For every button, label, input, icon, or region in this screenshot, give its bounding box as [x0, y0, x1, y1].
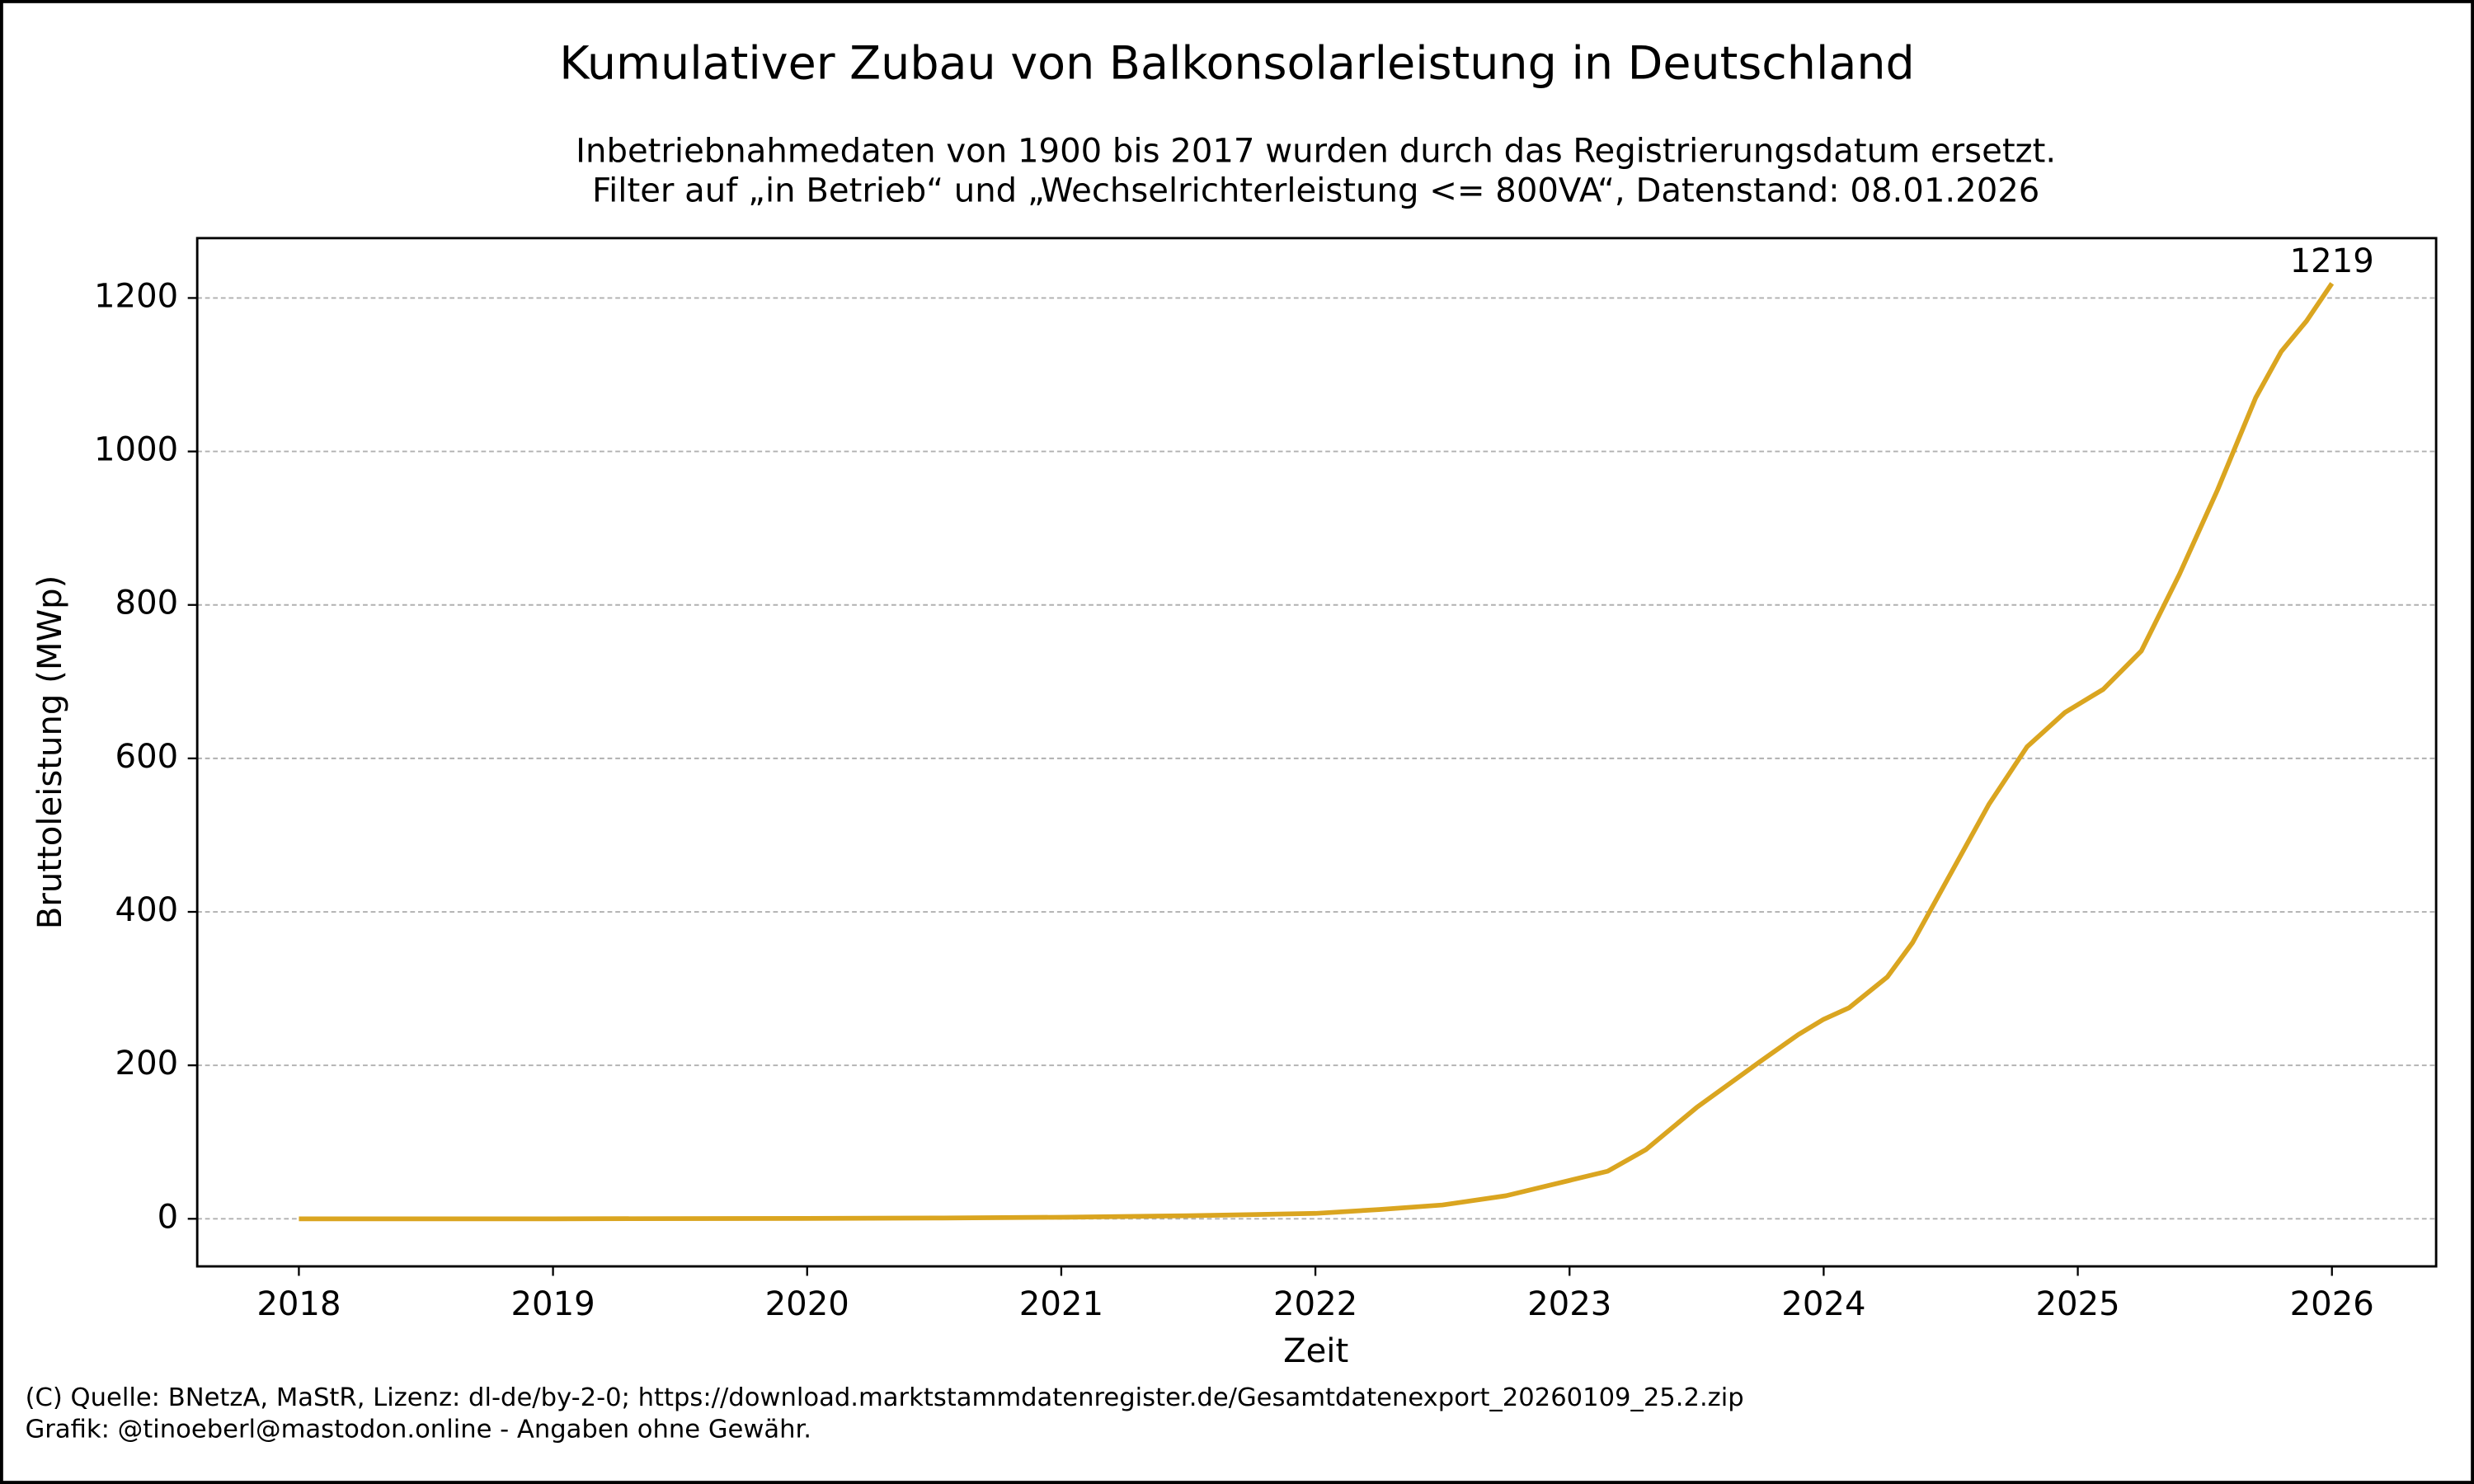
data-line: [299, 282, 2335, 1222]
x-axis-label: Zeit: [1283, 1332, 1348, 1370]
subtitle: Inbetriebnahmedaten von 1900 bis 2017 wu…: [576, 133, 2056, 171]
y-axis-label: Bruttoleistung (MWp): [31, 575, 69, 930]
x-tick-label: 2022: [1273, 1285, 1357, 1323]
y-tick-label: 200: [115, 1045, 179, 1082]
y-tick-label: 1200: [94, 277, 178, 315]
y-tick-label: 800: [115, 585, 179, 622]
x-tick-label: 2024: [1781, 1285, 1865, 1323]
x-tick-label: 2018: [256, 1285, 341, 1323]
y-tick-label: 400: [115, 891, 179, 929]
y-tick-label: 1000: [94, 431, 178, 469]
y-tick-label: 0: [158, 1198, 179, 1236]
annotation: 1219: [2290, 242, 2374, 280]
x-tick-label: 2021: [1019, 1285, 1103, 1323]
plot-frame: [195, 237, 2438, 1268]
x-tick-label: 2020: [765, 1285, 849, 1323]
subtitle: Filter auf „in Betrieb“ und „Wechselrich…: [592, 171, 2039, 209]
x-tick-label: 2025: [2035, 1285, 2119, 1323]
footer: (C) Quelle: BNetzA, MaStR, Lizenz: dl-de…: [26, 1383, 1744, 1412]
x-tick-label: 2019: [510, 1285, 595, 1323]
x-tick-label: 2023: [1527, 1285, 1611, 1323]
footer: Grafik: @tinoeberl@mastodon.online - Ang…: [26, 1415, 811, 1444]
chart-title: Kumulativer Zubau von Balkonsolarleistun…: [559, 37, 1915, 90]
x-tick-label: 2026: [2290, 1285, 2374, 1323]
y-tick-label: 600: [115, 738, 179, 776]
